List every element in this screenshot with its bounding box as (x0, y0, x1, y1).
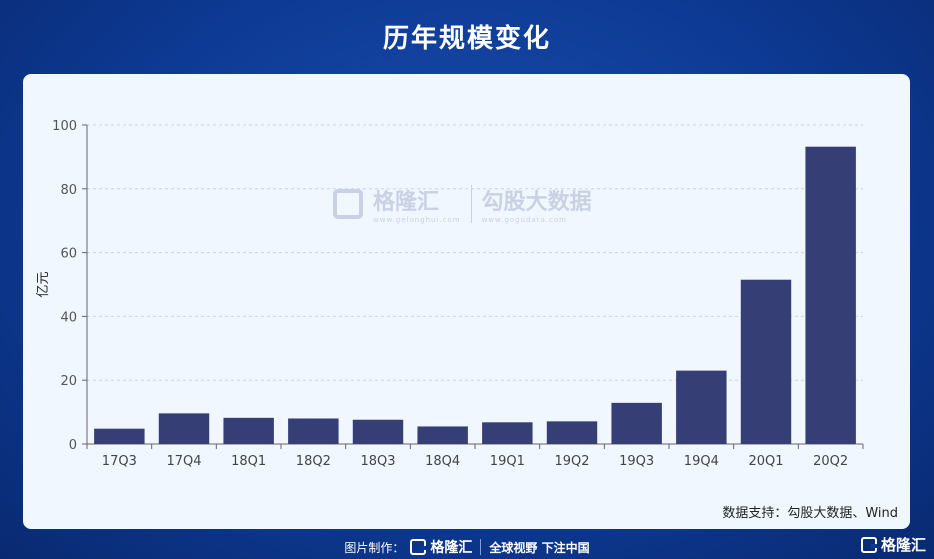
bar-chart: 0 20 40 60 80 100 亿元 17Q3 17Q4 18Q1 18Q2 18Q3 18Q4 19… (36, 119, 864, 469)
x-tick-label: 18Q1 (231, 454, 266, 469)
y-tick-label: 40 (60, 310, 77, 325)
footer-divider (480, 539, 482, 555)
corner-logo-text: 格隆汇 (880, 536, 926, 554)
footer-slogan: 全球视野 下注中国 (489, 540, 590, 555)
y-axis-label: 亿元 (36, 271, 51, 297)
data-source: 数据支持：勾股大数据、Wind (722, 506, 898, 521)
chart-card: 格隆汇 www.gelonghui.com 勾股大数据 www.gogudata… (23, 74, 910, 529)
bar (288, 418, 339, 444)
y-tick-label: 60 (60, 247, 77, 262)
bar (676, 370, 727, 444)
gelonghui-logo-icon (860, 536, 877, 553)
footer-logo-text: 格隆汇 (430, 540, 473, 556)
bar (417, 426, 468, 444)
x-tick-label: 17Q4 (166, 454, 201, 469)
x-tick-label: 18Q3 (360, 454, 395, 469)
x-tick-label: 20Q2 (813, 454, 848, 469)
footer-logo: 格隆汇 (410, 537, 472, 557)
y-tick-label: 100 (52, 119, 77, 134)
bar (223, 417, 274, 444)
corner-logo: 格隆汇 (860, 534, 926, 555)
y-tick-label: 0 (69, 438, 77, 453)
bar (740, 279, 792, 444)
y-tick-label: 80 (60, 183, 77, 198)
bar (94, 428, 145, 444)
chart-title: 历年规模变化 (382, 24, 551, 54)
gelonghui-logo-icon (410, 539, 427, 555)
bar (482, 422, 533, 444)
x-tick-label: 18Q2 (296, 454, 331, 469)
made-by-label: 图片制作： (344, 540, 405, 555)
bar (352, 419, 404, 444)
x-tick-label: 19Q1 (490, 454, 525, 469)
x-tick-label: 19Q2 (554, 454, 589, 469)
x-tick-label: 19Q4 (684, 454, 719, 469)
bar (546, 421, 598, 444)
bar (611, 402, 662, 444)
x-tick-label: 18Q4 (425, 454, 460, 469)
x-tick-label: 20Q1 (748, 454, 783, 469)
y-tick-label: 20 (60, 374, 77, 389)
bar (158, 413, 210, 444)
x-tick-label: 19Q3 (619, 454, 654, 469)
x-tick-label: 17Q3 (102, 454, 137, 469)
bar (805, 146, 856, 444)
footer: 图片制作： 格隆汇 全球视野 下注中国 (0, 535, 934, 559)
